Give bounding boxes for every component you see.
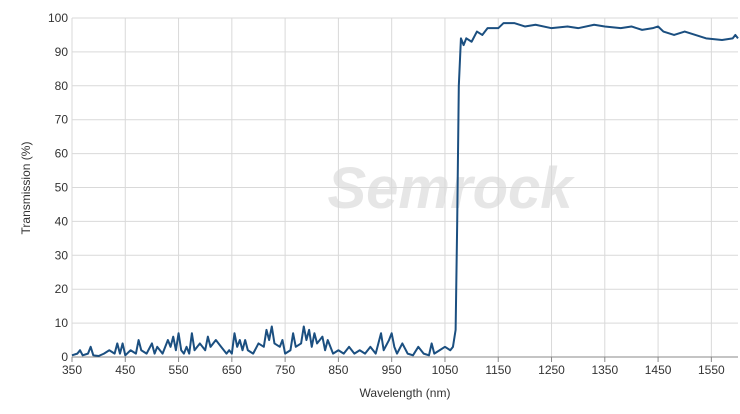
watermark: Semrock: [327, 156, 575, 221]
y-tick-label: 90: [55, 45, 69, 59]
x-tick-label: 1250: [538, 363, 565, 377]
y-tick-label: 20: [55, 282, 69, 296]
x-tick-label: 950: [382, 363, 402, 377]
data-line: [71, 22, 739, 357]
y-tick-label: 40: [55, 214, 69, 228]
y-tick-label: 30: [55, 248, 69, 262]
x-tick-label: 650: [222, 363, 242, 377]
x-tick-label: 1150: [485, 363, 511, 377]
x-tick-label: 850: [328, 363, 348, 377]
y-tick-label: 80: [55, 79, 69, 93]
y-tick-label: 100: [48, 11, 68, 25]
x-tick-label: 350: [62, 363, 82, 377]
x-tick-label: 1050: [432, 363, 459, 377]
x-tick-label: 1450: [645, 363, 672, 377]
x-tick-label: 1550: [698, 363, 725, 377]
x-tick-label: 750: [275, 363, 295, 377]
y-tick-label: 60: [55, 147, 69, 161]
y-tick-label: 50: [55, 181, 69, 195]
y-tick-label: 10: [55, 316, 69, 330]
x-tick-label: 450: [115, 363, 135, 377]
x-axis-label: Wavelength (nm): [360, 386, 451, 400]
y-tick-label: 0: [61, 350, 68, 364]
x-tick-label: 1350: [591, 363, 618, 377]
x-tick-label: 550: [169, 363, 189, 377]
y-tick-label: 70: [55, 113, 69, 127]
y-axis-label: Transmission (%): [19, 142, 33, 235]
